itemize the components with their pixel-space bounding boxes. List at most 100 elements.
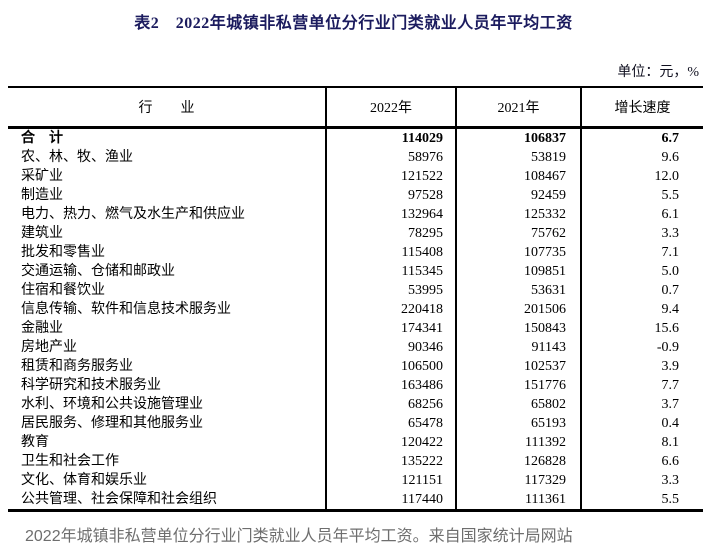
cell-y2021: 117329: [455, 471, 581, 490]
cell-y2022: 121151: [325, 471, 456, 490]
cell-y2021: 150843: [455, 319, 581, 338]
cell-industry: 金融业: [21, 321, 63, 336]
cell-y2021: 108467: [455, 167, 581, 186]
table-row: 批发和零售业 115408 107735 7.1: [8, 243, 703, 262]
cell-industry: 水利、环境和公共设施管理业: [21, 397, 203, 412]
column-header-growth: 增长速度: [580, 87, 703, 129]
table-row: 建筑业 78295 75762 3.3: [8, 224, 703, 243]
cell-y2021: 53631: [455, 281, 581, 300]
cell-growth: 9.6: [580, 148, 703, 167]
cell-industry: 文化、体育和娱乐业: [21, 473, 147, 488]
table-row: 农、林、牧、渔业 58976 53819 9.6: [8, 148, 703, 167]
cell-y2021: 151776: [455, 376, 581, 395]
cell-growth: -0.9: [580, 338, 703, 357]
cell-industry: 教育: [21, 435, 49, 450]
cell-y2022: 78295: [325, 224, 456, 243]
cell-y2022: 90346: [325, 338, 456, 357]
cell-industry: 批发和零售业: [21, 245, 105, 260]
cell-growth: 3.3: [580, 471, 703, 490]
cell-industry: 卫生和社会工作: [21, 454, 119, 469]
table-row: 租赁和商务服务业 106500 102537 3.9: [8, 357, 703, 376]
cell-industry: 居民服务、修理和其他服务业: [21, 416, 203, 431]
cell-industry: 合 计: [21, 131, 63, 146]
table-row: 采矿业 121522 108467 12.0: [8, 167, 703, 186]
cell-growth: 9.4: [580, 300, 703, 319]
cell-y2021: 125332: [455, 205, 581, 224]
table-row: 公共管理、社会保障和社会组织 117440 111361 5.5: [8, 490, 703, 511]
cell-y2022: 53995: [325, 281, 456, 300]
cell-y2021: 106837: [455, 127, 581, 148]
cell-y2022: 174341: [325, 319, 456, 338]
cell-y2021: 109851: [455, 262, 581, 281]
table-row: 水利、环境和公共设施管理业 68256 65802 3.7: [8, 395, 703, 414]
cell-growth: 7.7: [580, 376, 703, 395]
cell-y2022: 135222: [325, 452, 456, 471]
table-row: 房地产业 90346 91143 -0.9: [8, 338, 703, 357]
table-row: 住宿和餐饮业 53995 53631 0.7: [8, 281, 703, 300]
table-row: 电力、热力、燃气及水生产和供应业 132964 125332 6.1: [8, 205, 703, 224]
cell-growth: 15.6: [580, 319, 703, 338]
cell-y2021: 102537: [455, 357, 581, 376]
cell-industry: 采矿业: [21, 169, 63, 184]
cell-industry: 科学研究和技术服务业: [21, 378, 161, 393]
cell-y2022: 115345: [325, 262, 456, 281]
cell-industry: 制造业: [21, 188, 63, 203]
cell-growth: 0.4: [580, 414, 703, 433]
cell-y2021: 53819: [455, 148, 581, 167]
cell-industry: 住宿和餐饮业: [21, 283, 105, 298]
cell-industry: 交通运输、仓储和邮政业: [21, 264, 175, 279]
cell-industry: 建筑业: [21, 226, 63, 241]
cell-industry: 信息传输、软件和信息技术服务业: [21, 302, 231, 317]
cell-growth: 3.3: [580, 224, 703, 243]
cell-y2021: 65193: [455, 414, 581, 433]
cell-y2022: 68256: [325, 395, 456, 414]
table-row: 文化、体育和娱乐业 121151 117329 3.3: [8, 471, 703, 490]
cell-growth: 6.1: [580, 205, 703, 224]
cell-y2021: 91143: [455, 338, 581, 357]
cell-growth: 12.0: [580, 167, 703, 186]
cell-growth: 0.7: [580, 281, 703, 300]
cell-y2021: 201506: [455, 300, 581, 319]
cell-y2021: 75762: [455, 224, 581, 243]
cell-y2022: 132964: [325, 205, 456, 224]
table-row: 教育 120422 111392 8.1: [8, 433, 703, 452]
cell-growth: 3.9: [580, 357, 703, 376]
cell-growth: 5.5: [580, 186, 703, 205]
cell-industry: 租赁和商务服务业: [21, 359, 133, 374]
page-footer-caption: 2022年城镇非私营单位分行业门类就业人员年平均工资。来自国家统计局网站: [25, 528, 573, 545]
cell-y2022: 117440: [325, 490, 456, 511]
cell-industry: 农、林、牧、渔业: [21, 150, 133, 165]
cell-y2022: 65478: [325, 414, 456, 433]
cell-y2021: 111361: [455, 490, 581, 511]
cell-industry: 公共管理、社会保障和社会组织: [21, 492, 217, 507]
cell-growth: 5.5: [580, 490, 703, 511]
cell-y2022: 58976: [325, 148, 456, 167]
cell-growth: 3.7: [580, 395, 703, 414]
cell-industry: 电力、热力、燃气及水生产和供应业: [21, 207, 245, 222]
cell-y2022: 114029: [325, 127, 456, 148]
cell-y2021: 111392: [455, 433, 581, 452]
cell-industry: 房地产业: [21, 340, 77, 355]
cell-growth: 8.1: [580, 433, 703, 452]
table-row: 卫生和社会工作 135222 126828 6.6: [8, 452, 703, 471]
cell-y2022: 115408: [325, 243, 456, 262]
table-row: 制造业 97528 92459 5.5: [8, 186, 703, 205]
page-title: 表2 2022年城镇非私营单位分行业门类就业人员年平均工资: [134, 15, 573, 32]
table-row: 信息传输、软件和信息技术服务业 220418 201506 9.4: [8, 300, 703, 319]
table-header: 行 业 2022年 2021年 增长速度: [8, 87, 703, 129]
cell-y2021: 65802: [455, 395, 581, 414]
cell-growth: 5.0: [580, 262, 703, 281]
table-body: 合 计 114029 106837 6.7 农、林、牧、渔业 58976 53819 9.6 采…: [8, 127, 703, 511]
cell-y2021: 126828: [455, 452, 581, 471]
table-row: 合 计 114029 106837 6.7: [8, 127, 703, 148]
unit-note: 单位：元，%: [617, 65, 699, 80]
column-header-2022: 2022年: [325, 87, 456, 129]
cell-y2021: 92459: [455, 186, 581, 205]
table-header-row: 行 业 2022年 2021年 增长速度: [8, 87, 703, 129]
table-row: 交通运输、仓储和邮政业 115345 109851 5.0: [8, 262, 703, 281]
table-row: 科学研究和技术服务业 163486 151776 7.7: [8, 376, 703, 395]
cell-growth: 6.6: [580, 452, 703, 471]
column-header-2021: 2021年: [455, 87, 581, 129]
cell-growth: 7.1: [580, 243, 703, 262]
table-row: 金融业 174341 150843 15.6: [8, 319, 703, 338]
